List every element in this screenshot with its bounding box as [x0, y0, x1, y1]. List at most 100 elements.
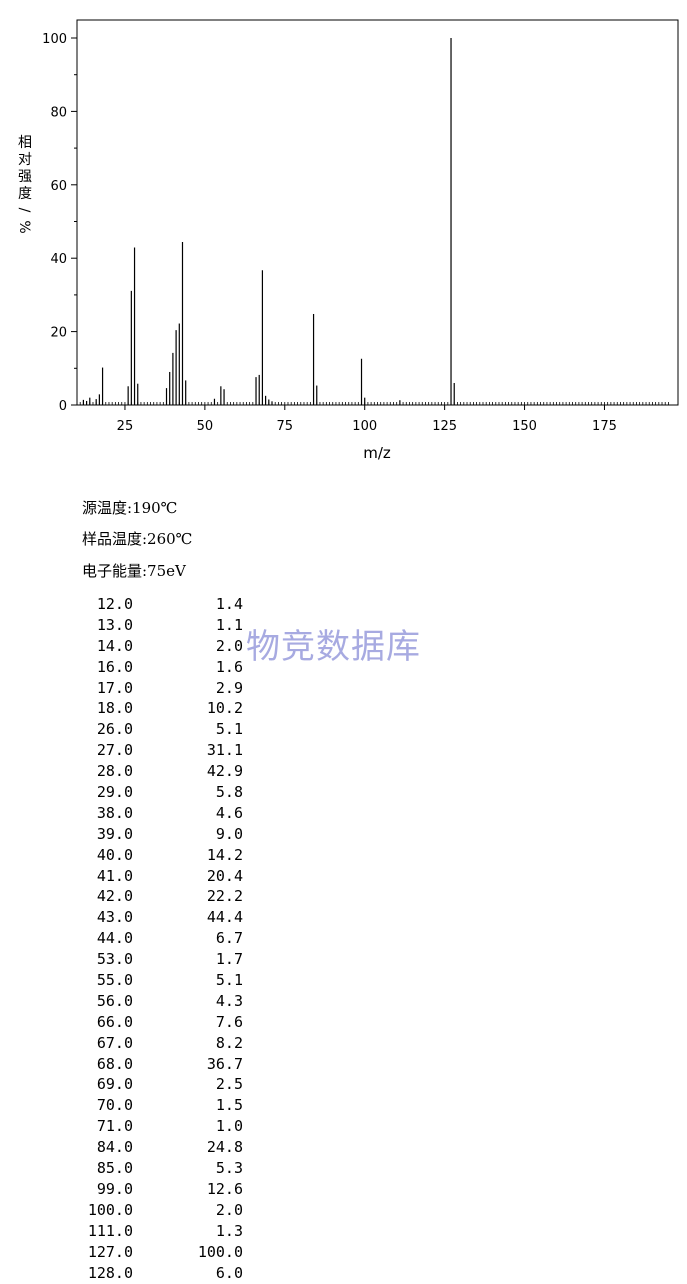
- peak-mz-value: 53.0: [96, 950, 133, 969]
- peak-mz-value: 85.0: [96, 1159, 133, 1178]
- peak-intensity-value: 2.0: [215, 1200, 243, 1219]
- table-row: 85.0 5.3: [0, 1158, 300, 1179]
- x-tick-label: 150: [512, 419, 537, 434]
- table-row: 18.0 10.2: [0, 698, 300, 719]
- mass-spectrum-chart: 0 20 40 60 80 100 25 50 75 100 125 150 175 m/z 相对强度…: [16, 19, 679, 462]
- peak-mz-value: 26.0: [96, 720, 133, 739]
- table-row: 28.0 42.9: [0, 761, 300, 782]
- table-row: 40.0 14.2: [0, 845, 300, 866]
- table-row: 43.0 44.4: [0, 907, 300, 928]
- table-row: 127.0 100.0: [0, 1242, 300, 1263]
- peak-intensity-value: 14.2: [206, 845, 243, 864]
- table-row: 26.0 5.1: [0, 719, 300, 740]
- plot-frame: [76, 19, 679, 406]
- y-axis-label-char: /: [16, 208, 32, 213]
- peak-mz-value: 100.0: [87, 1200, 133, 1219]
- peak-mz-value: 42.0: [96, 887, 133, 906]
- table-row: 27.0 31.1: [0, 740, 300, 761]
- table-row: 38.0 4.6: [0, 803, 300, 824]
- y-axis-label-char: 相: [18, 135, 32, 151]
- peak-intensity-value: 24.8: [206, 1138, 243, 1157]
- table-row: 14.0 2.0: [0, 636, 300, 657]
- peak-intensity-value: 5.3: [215, 1159, 243, 1178]
- table-row: 84.0 24.8: [0, 1137, 300, 1158]
- peak-mz-value: 43.0: [96, 908, 133, 927]
- y-axis-label-char: %: [16, 220, 32, 233]
- peak-mz-value: 27.0: [96, 741, 133, 760]
- peak-mz-value: 40.0: [96, 845, 133, 864]
- y-tick-label: 100: [42, 32, 67, 47]
- table-row: 128.0 6.0: [0, 1263, 300, 1284]
- peak-intensity-value: 7.6: [215, 1012, 243, 1031]
- y-tick-label: 20: [50, 326, 67, 341]
- table-row: 56.0 4.3: [0, 991, 300, 1012]
- electron-energy: 电子能量:75eV: [82, 562, 186, 580]
- table-row: 55.0 5.1: [0, 970, 300, 991]
- peak-mz-value: 84.0: [96, 1138, 133, 1157]
- peak-mz-value: 16.0: [96, 657, 133, 676]
- peak-intensity-value: 12.6: [206, 1179, 243, 1198]
- sample-temperature: 样品温度:260℃: [82, 530, 193, 548]
- peak-mz-value: 55.0: [96, 971, 133, 990]
- peak-intensity-value: 1.1: [215, 615, 243, 634]
- peak-intensity-value: 1.5: [215, 1096, 243, 1115]
- peak-mz-value: 29.0: [96, 783, 133, 802]
- table-row: 67.0 8.2: [0, 1033, 300, 1054]
- source-temperature: 源温度:190℃: [82, 499, 178, 517]
- peak-intensity-value: 1.3: [215, 1221, 243, 1240]
- peak-intensity-value: 4.3: [215, 991, 243, 1010]
- peak-mz-value: 39.0: [96, 824, 133, 843]
- table-row: 13.0 1.1: [0, 615, 300, 636]
- peak-mz-value: 71.0: [96, 1117, 133, 1136]
- peak-mz-value: 38.0: [96, 803, 133, 822]
- peak-intensity-value: 36.7: [206, 1054, 243, 1073]
- peak-intensity-value: 42.9: [206, 762, 243, 781]
- x-tick-label: 50: [197, 419, 214, 434]
- peak-intensity-value: 6.7: [215, 929, 243, 948]
- table-row: 42.0 22.2: [0, 886, 300, 907]
- x-tick-label: 100: [352, 419, 377, 434]
- table-row: 99.0 12.6: [0, 1179, 300, 1200]
- table-row: 53.0 1.7: [0, 949, 300, 970]
- peak-intensity-value: 10.2: [206, 699, 243, 718]
- y-axis-ticks: 0 20 40 60 80 100: [42, 32, 77, 414]
- x-axis-label: m/z: [363, 444, 391, 462]
- y-tick-label: 0: [59, 399, 67, 414]
- peak-intensity-value: 2.0: [215, 636, 243, 655]
- y-tick-label: 80: [50, 105, 67, 120]
- table-row: 41.0 20.4: [0, 866, 300, 887]
- table-row: 39.0 9.0: [0, 824, 300, 845]
- x-axis-ticks: 25 50 75 100 125 150 175: [117, 405, 617, 434]
- peak-mz-value: 17.0: [96, 678, 133, 697]
- peak-intensity-value: 20.4: [206, 866, 243, 885]
- y-axis-label-char: 强: [18, 169, 32, 185]
- table-row: 100.0 2.0: [0, 1200, 300, 1221]
- table-row: 12.0 1.4: [0, 594, 300, 615]
- peak-intensity-value: 31.1: [206, 741, 243, 760]
- table-row: 68.0 36.7: [0, 1054, 300, 1075]
- x-tick-label: 175: [592, 419, 617, 434]
- peak-intensity-value: 1.4: [215, 595, 243, 613]
- peak-mz-value: 127.0: [87, 1242, 133, 1261]
- peak-intensity-value: 6.0: [215, 1263, 243, 1282]
- table-row: 111.0 1.3: [0, 1221, 300, 1242]
- table-row: 29.0 5.8: [0, 782, 300, 803]
- peak-mz-value: 68.0: [96, 1054, 133, 1073]
- peak-intensity-value: 2.5: [215, 1075, 243, 1094]
- table-row: 69.0 2.5: [0, 1074, 300, 1095]
- x-tick-label: 75: [277, 419, 294, 434]
- peak-intensity-value: 9.0: [215, 824, 243, 843]
- spectrum-peaks: [82, 38, 455, 405]
- table-row: 44.0 6.7: [0, 928, 300, 949]
- peak-intensity-value: 2.9: [215, 678, 243, 697]
- peak-mz-value: 44.0: [96, 929, 133, 948]
- peak-mz-value: 41.0: [96, 866, 133, 885]
- peak-mz-value: 14.0: [96, 636, 133, 655]
- peak-intensity-value: 22.2: [206, 887, 243, 906]
- x-tick-label: 125: [432, 419, 457, 434]
- table-row: 70.0 1.5: [0, 1095, 300, 1116]
- peak-intensity-value: 4.6: [215, 803, 243, 822]
- peak-mz-value: 128.0: [87, 1263, 133, 1282]
- peak-intensity-value: 5.1: [215, 971, 243, 990]
